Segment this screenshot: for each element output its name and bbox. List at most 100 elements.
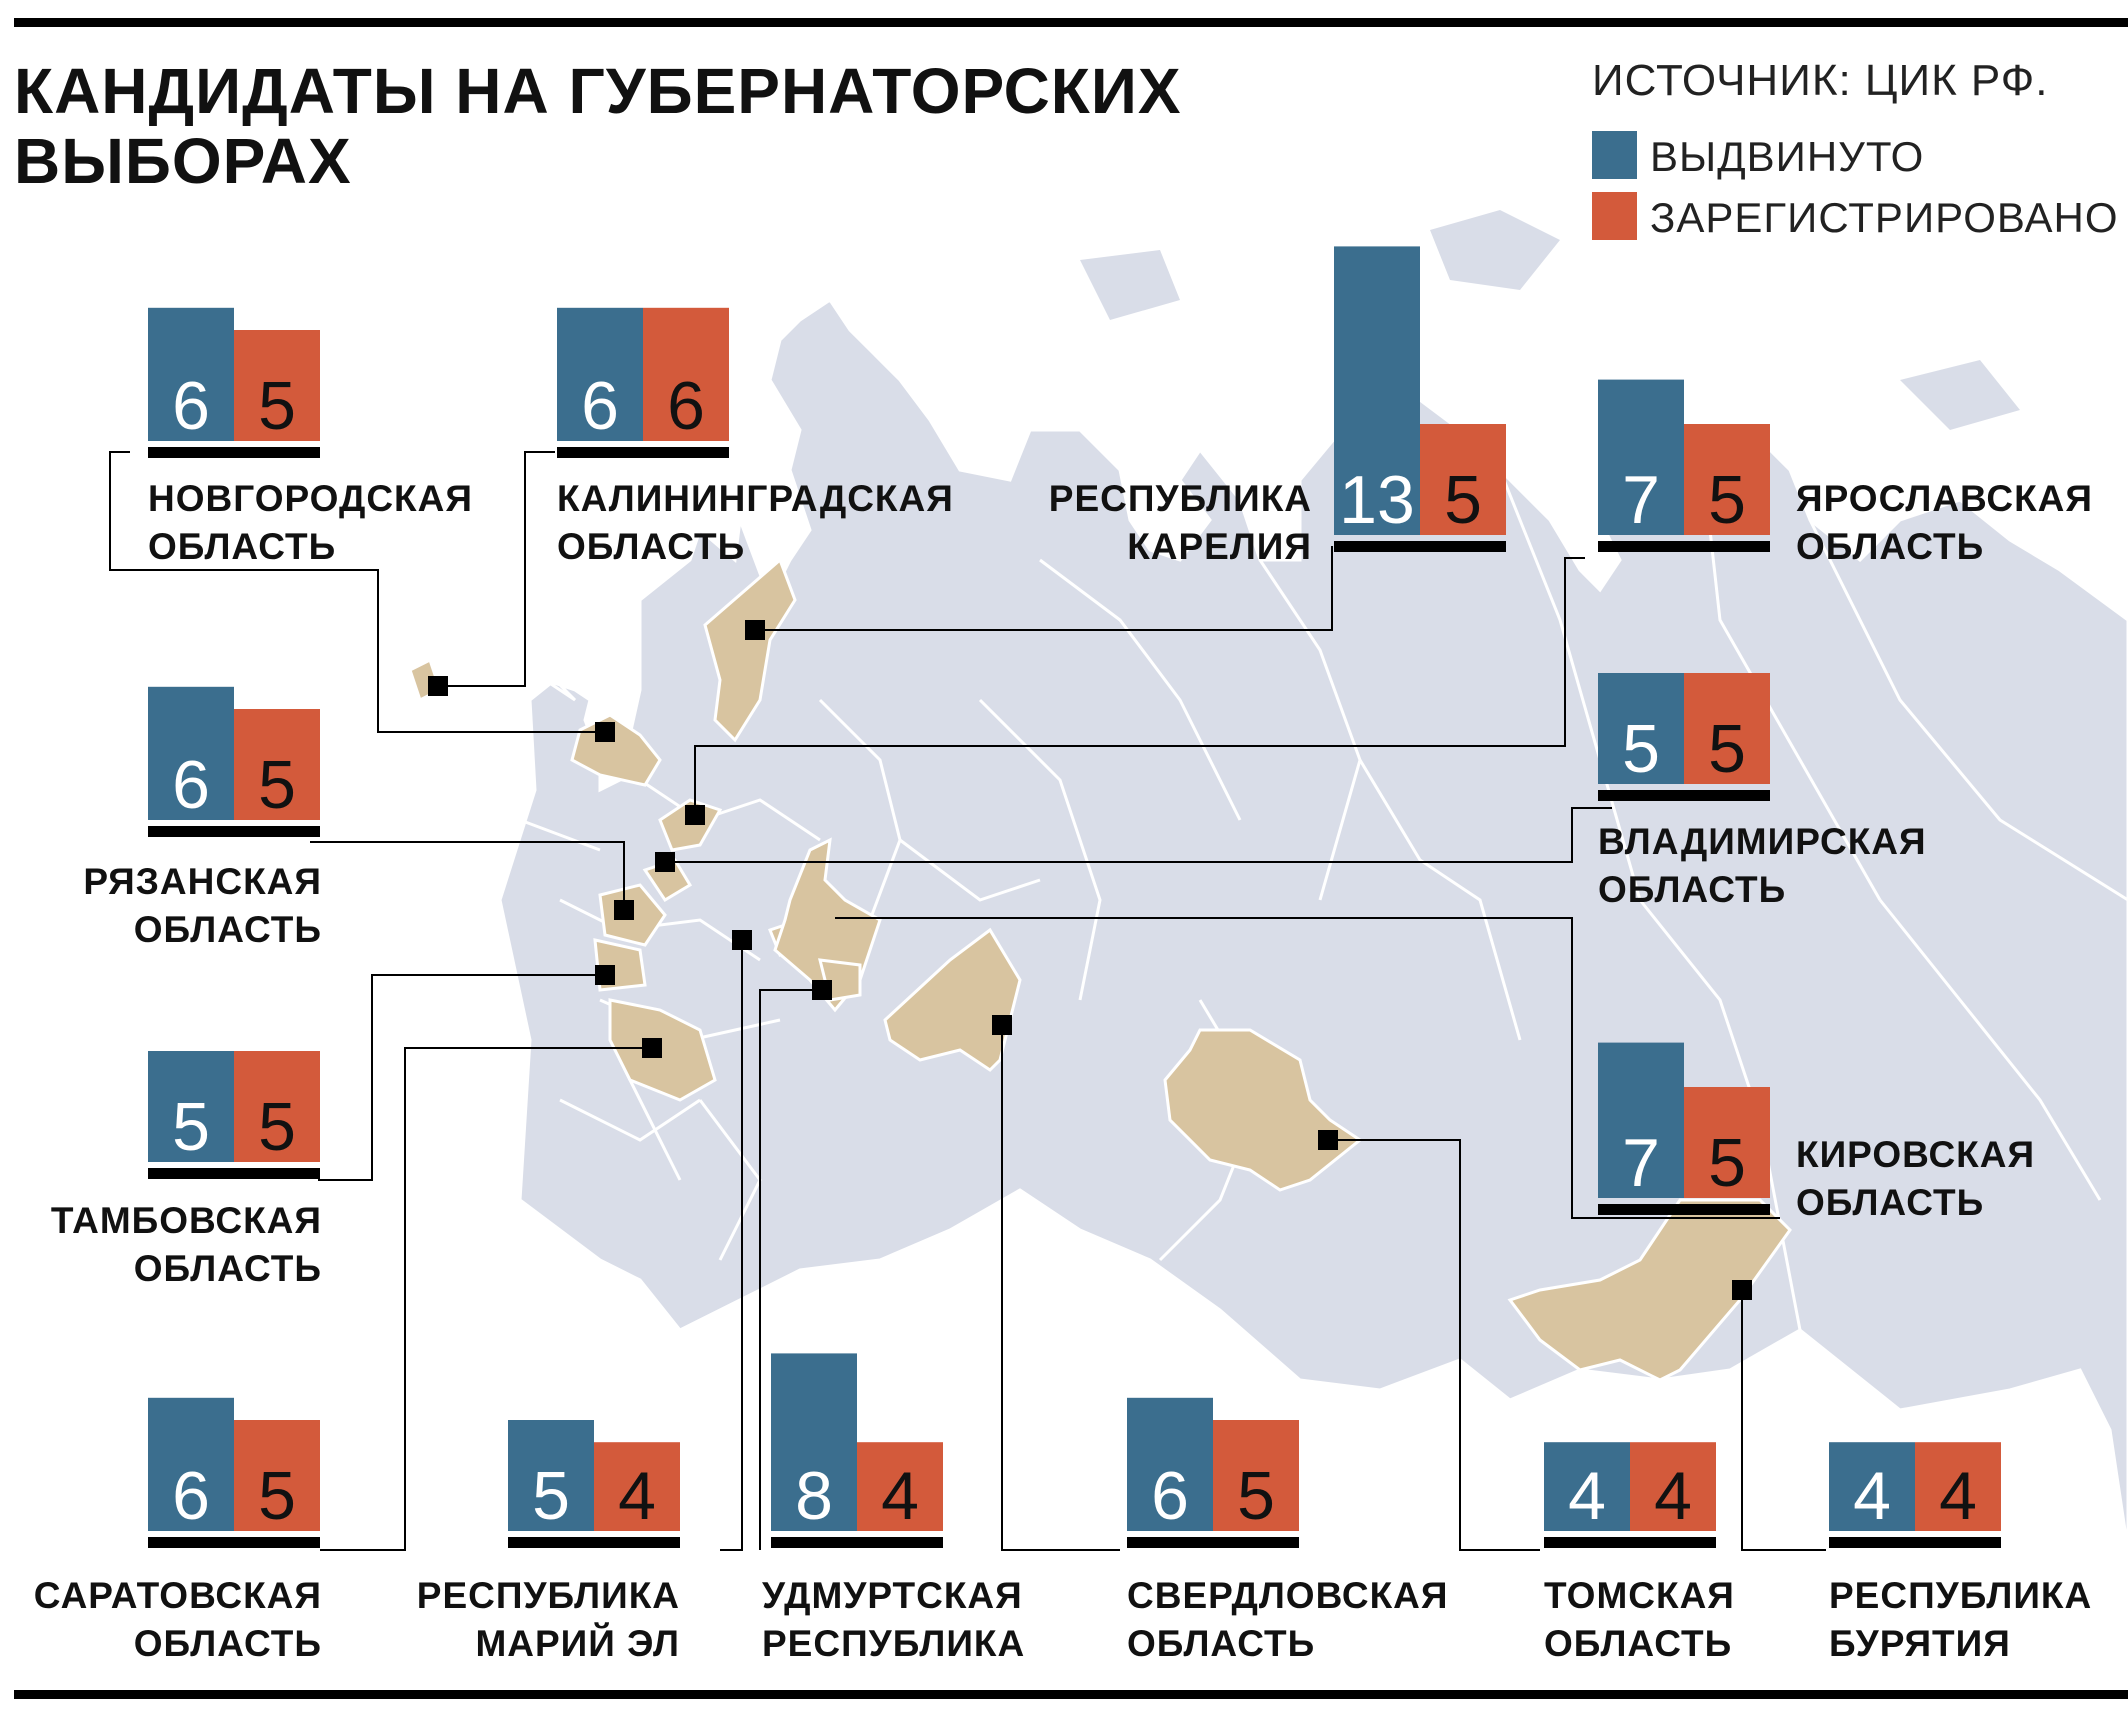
region-marker — [732, 930, 752, 950]
title-line-2: ВЫБОРАХ — [14, 125, 352, 197]
bar-registered-mariel — [594, 1442, 680, 1531]
value-registered-saratov: 5 — [258, 1458, 296, 1534]
region-marker — [685, 805, 705, 825]
chart-title: КАНДИДАТЫ НА ГУБЕРНАТОРСКИХ ВЫБОРАХ — [14, 56, 1182, 196]
baseline-karelia — [1334, 541, 1506, 552]
baseline-yaroslavl — [1598, 541, 1770, 552]
region-label-line-2: МАРИЙ ЭЛ — [475, 1623, 680, 1664]
region-label-sverdlovsk: СВЕРДЛОВСКАЯ ОБЛАСТЬ — [1127, 1572, 1449, 1668]
region-marker — [1318, 1130, 1338, 1150]
value-registered-ryazan: 5 — [258, 747, 296, 823]
baseline-kirov — [1598, 1204, 1770, 1215]
map-region-saratov — [608, 998, 717, 1102]
region-label-line-1: САРАТОВСКАЯ — [33, 1575, 322, 1616]
region-marker — [642, 1038, 662, 1058]
value-registered-tomsk: 4 — [1654, 1458, 1692, 1534]
region-label-line-2: ОБЛАСТЬ — [133, 909, 322, 950]
connector-yaroslavl — [694, 557, 1585, 815]
connector-saratov — [320, 1047, 652, 1551]
region-label-line-2: ОБЛАСТЬ — [1796, 526, 1985, 567]
region-label-line-2: РЕСПУБЛИКА — [762, 1623, 1026, 1664]
bar-nominated-saratov — [148, 1397, 234, 1531]
bar-nominated-karelia — [1334, 246, 1420, 535]
connector-tambov — [318, 974, 605, 1181]
region-marker — [745, 620, 765, 640]
bar-nominated-mariel — [508, 1420, 594, 1531]
bar-registered-novgorod — [234, 330, 320, 441]
arctic-island-3 — [1900, 360, 2020, 430]
region-label-line-1: ВЛАДИМИРСКАЯ — [1598, 821, 1927, 862]
connector-kaliningrad — [438, 451, 555, 687]
value-registered-mariel: 4 — [618, 1458, 656, 1534]
region-marker — [428, 676, 448, 696]
value-nominated-kirov: 7 — [1622, 1125, 1660, 1201]
region-label-vladimir: ВЛАДИМИРСКАЯ ОБЛАСТЬ — [1598, 818, 1927, 914]
bottom-rule — [14, 1690, 2128, 1699]
value-nominated-tambov: 5 — [172, 1089, 210, 1165]
region-label-mariel: РЕСПУБЛИКА МАРИЙ ЭЛ — [417, 1572, 680, 1668]
region-border — [1358, 759, 1522, 1041]
bar-registered-sverdlovsk — [1213, 1420, 1299, 1531]
baseline-buryatia — [1829, 1537, 2001, 1548]
bar-nominated-buryatia — [1829, 1442, 1915, 1531]
region-border — [1878, 899, 2102, 1201]
value-registered-vladimir: 5 — [1708, 711, 1746, 787]
baseline-sverdlovsk — [1127, 1537, 1299, 1548]
value-registered-kaliningrad: 6 — [667, 368, 705, 444]
baseline-mariel — [508, 1537, 680, 1548]
bar-registered-kaliningrad — [643, 307, 729, 441]
bar-nominated-yaroslavl — [1598, 379, 1684, 535]
connector-buryatia — [1741, 1290, 1826, 1551]
region-border — [1498, 469, 1642, 901]
connector-sverdlovsk — [1001, 1025, 1120, 1551]
chart-karelia: 13 5 — [1334, 246, 1506, 552]
value-nominated-yaroslavl: 7 — [1622, 462, 1660, 538]
value-registered-buryatia: 4 — [1939, 1458, 1977, 1534]
region-marker — [655, 852, 675, 872]
region-label-line-1: СВЕРДЛОВСКАЯ — [1127, 1575, 1449, 1616]
value-registered-novgorod: 5 — [258, 368, 296, 444]
baseline-tomsk — [1544, 1537, 1716, 1548]
connector-vladimir — [665, 807, 1612, 863]
region-label-line-2: ОБЛАСТЬ — [1127, 1623, 1316, 1664]
arctic-island-1 — [1430, 210, 1560, 290]
region-label-udmurtia: УДМУРТСКАЯ РЕСПУБЛИКА — [762, 1572, 1025, 1668]
region-label-yaroslavl: ЯРОСЛАВСКАЯ ОБЛАСТЬ — [1796, 475, 2093, 571]
arctic-island-2 — [1080, 250, 1180, 320]
region-border — [978, 698, 1102, 1001]
region-border — [519, 818, 601, 852]
region-label-kirov: КИРОВСКАЯ ОБЛАСТЬ — [1796, 1131, 2035, 1227]
region-label-tomsk: ТОМСКАЯ ОБЛАСТЬ — [1544, 1572, 1735, 1668]
bar-nominated-novgorod — [148, 307, 234, 441]
region-label-tambov: ТАМБОВСКАЯ ОБЛАСТЬ — [51, 1197, 322, 1293]
bar-registered-tomsk — [1630, 1442, 1716, 1531]
region-label-line-2: ОБЛАСТЬ — [148, 526, 337, 567]
connector-ryazan — [310, 841, 625, 910]
value-nominated-novgorod: 6 — [172, 368, 210, 444]
region-label-line-2: ОБЛАСТЬ — [133, 1623, 322, 1664]
source-note: ИСТОЧНИК: ЦИК РФ. — [1592, 56, 2049, 105]
region-label-line-1: РЕСПУБЛИКА — [416, 1575, 680, 1616]
connector-novgorod — [109, 451, 605, 733]
region-marker — [614, 900, 634, 920]
bar-registered-buryatia — [1915, 1442, 2001, 1531]
bar-registered-vladimir — [1684, 673, 1770, 784]
region-label-buryatia: РЕСПУБЛИКА БУРЯТИЯ — [1829, 1572, 2092, 1668]
map-region-sverdlovsk — [883, 927, 1022, 1072]
region-border — [639, 778, 821, 842]
region-label-line-2: ОБЛАСТЬ — [1796, 1182, 1985, 1223]
region-label-line-1: РЕСПУБЛИКА — [1829, 1575, 2093, 1616]
region-label-line-2: КАРЕЛИЯ — [1127, 526, 1312, 567]
region-marker — [1732, 1280, 1752, 1300]
bar-nominated-sverdlovsk — [1127, 1397, 1213, 1531]
connector-tomsk — [1328, 1139, 1540, 1551]
